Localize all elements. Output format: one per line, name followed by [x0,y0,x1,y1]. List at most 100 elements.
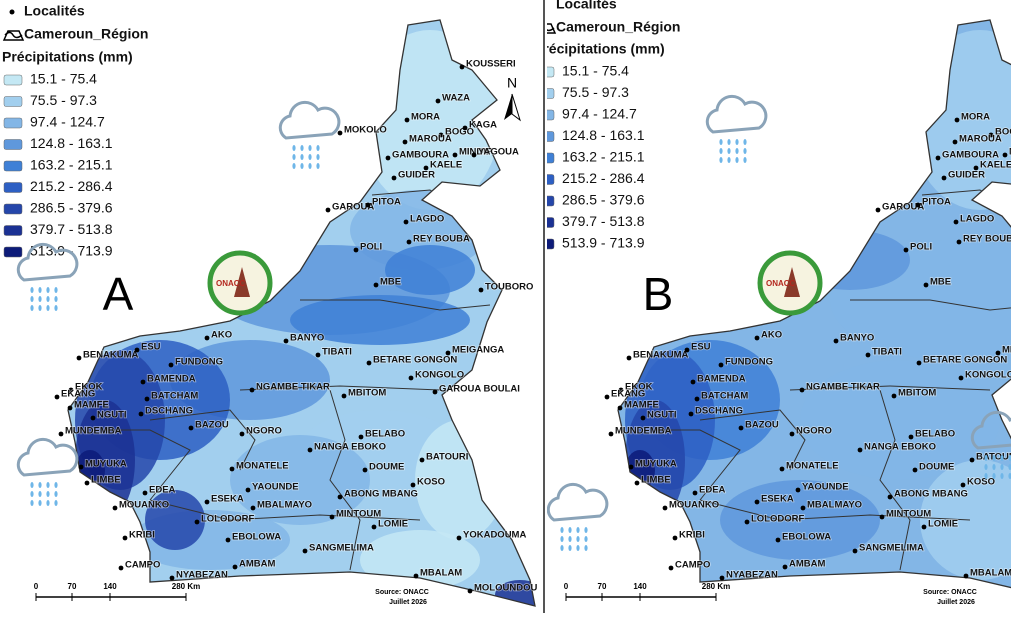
rain-drop [568,536,572,542]
rain-drop [1000,455,1004,461]
locality-dot [406,239,412,245]
locality-dot [799,387,805,393]
locality-label: DSCHANG [145,406,193,417]
locality-label: ESU [691,342,711,353]
locality-dot [315,352,321,358]
locality-dot [604,394,610,400]
locality-label: EKOK [75,382,103,393]
rain-drop [316,163,320,169]
locality-label: KRIBI [679,530,705,541]
rain-drop [292,145,296,151]
scale-label: 140 [633,582,647,591]
locality-dot [628,464,634,470]
locality-label: YAOUNDE [802,482,849,493]
panel-label: B [643,268,674,320]
locality-label: ESEKA [761,494,794,505]
legend-class-label: 97.4 - 124.7 [30,114,105,130]
locality-label: MAMFE [74,400,109,411]
locality-dot [608,431,614,437]
source-text: Source: ONACC [923,589,977,596]
legend-swatch [547,131,555,142]
legend-points: Localités [556,0,617,12]
locality-label: BAZOU [195,420,229,431]
locality-label: NANGA EBOKO [864,442,936,453]
rain-drop [743,157,747,163]
locality-dot [402,139,408,145]
rain-drop [584,536,588,542]
rain-drop [292,163,296,169]
locality-dot [462,125,468,131]
rain-drop [984,455,988,461]
locality-dot [617,405,623,411]
legend-regions: Cameroun_Région [24,26,148,42]
rain-cloud-icon [970,410,1011,450]
locality-label: GUIDER [948,170,985,181]
locality-dot [954,117,960,123]
rain-drop [560,545,564,551]
locality-label: BETARE GONGON [923,355,1007,366]
locality-dot [640,415,646,421]
legend-class-label: 286.5 - 379.6 [562,192,645,208]
locality-label: BENAKUMA [633,350,689,361]
locality-dot [362,467,368,473]
locality-label: MBITOM [348,388,386,399]
locality-dot [54,394,60,400]
locality-label: KOUSSERI [466,59,516,70]
rain-drop [316,145,320,151]
locality-label: GUIDER [398,170,435,181]
locality-label: YAGOUA [478,147,519,158]
locality-label: NANGA EBOKO [314,442,386,453]
locality-dot [112,505,118,511]
locality-label: PITOA [372,197,401,208]
legend-class-label: 15.1 - 75.4 [562,63,629,79]
locality-label: PITOA [922,197,951,208]
region-boundary [149,409,256,471]
locality-dot [958,375,964,381]
rain-drop [46,305,50,311]
locality-label: MINTOUM [336,509,381,520]
locality-dot [341,393,347,399]
rain-zone [920,460,1011,580]
locality-label: MUYUKA [635,459,677,470]
locality-label: MUNDEMBA [615,426,672,437]
rain-drop [54,491,58,497]
legend-swatch [547,217,555,228]
locality-dot [84,480,90,486]
rain-drop [743,139,747,145]
locality-label: TIBATI [322,347,352,358]
legend-swatch [3,74,23,86]
locality-label: ESEKA [211,494,244,505]
locality-label: MBALMAYO [257,500,312,511]
locality-label: LIMBE [91,475,121,486]
rain-cloud-icon [705,94,768,134]
locality-label: YOKADOUMA [463,530,526,541]
locality-label: BAZOU [745,420,779,431]
locality-label: GAROUA [332,202,374,213]
locality-dot [307,447,313,453]
rain-drop [308,154,312,160]
locality-dot [915,202,921,208]
locality-label: EKOK [625,382,653,393]
locality-dot [122,535,128,541]
locality-label: AMBAM [789,559,825,570]
locality-dot [229,466,235,472]
locality-dot [445,350,451,356]
locality-label: FUNDONG [725,357,773,368]
rain-drop [727,157,731,163]
locality-label: NGUTI [97,410,127,421]
rain-drop [735,139,739,145]
onacc-logo-text: ONACC [216,279,246,288]
rain-drop [1008,455,1011,461]
locality-label: REY BOUBA [963,234,1011,245]
rain-drop [560,536,564,542]
legend-swatch [3,246,23,258]
locality-dot [960,482,966,488]
locality-dot [371,524,377,530]
locality-label: ABONG MBANG [344,489,418,500]
locality-dot [879,514,885,520]
rain-drop [38,287,42,293]
legend-class-label: 215.2 - 286.4 [562,170,645,186]
locality-label: CAMPO [675,560,710,571]
rain-drop [992,473,996,479]
locality-dot [366,360,372,366]
